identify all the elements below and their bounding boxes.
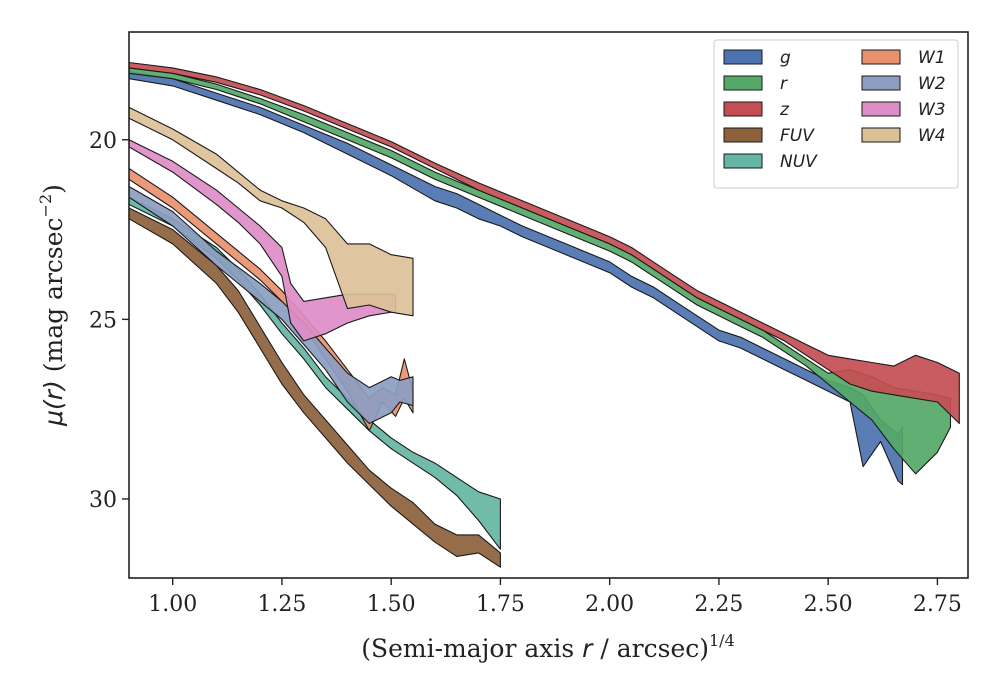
- legend-swatch-w4: [861, 127, 901, 143]
- x-tick-label: 2.00: [585, 592, 634, 617]
- legend-label-w4: W4: [918, 126, 946, 146]
- series-layer: [129, 61, 960, 568]
- legend-swatch-g: [723, 49, 763, 65]
- x-axis-label: (Semi-major axis r / arcsec)1/4: [361, 631, 735, 663]
- y-tick-label: 20: [89, 129, 117, 154]
- legend-swatch-w3: [861, 101, 901, 117]
- y-axis-label-var: μ(r): [39, 380, 68, 427]
- x-tick-label: 2.75: [913, 592, 962, 617]
- legend-label-nuv: NUV: [780, 152, 818, 172]
- legend-label-w2: W2: [918, 74, 946, 94]
- y-axis-label-close: ): [39, 184, 68, 194]
- y-tick-label: 30: [89, 488, 117, 513]
- legend-swatch-nuv: [723, 153, 763, 169]
- legend-swatch-r: [723, 75, 763, 91]
- x-axis-label-exponent: 1/4: [709, 631, 735, 650]
- legend-label-z: z: [779, 100, 790, 120]
- x-tick-label: 1.25: [257, 592, 306, 617]
- series-band-g: [129, 70, 904, 486]
- x-axis-label-var: r: [582, 634, 594, 663]
- plot-frame: [128, 31, 969, 579]
- legend-label-fuv: FUV: [780, 126, 815, 146]
- y-tick-label: 25: [89, 308, 117, 333]
- y-axis-label-exponent: −2: [36, 194, 55, 218]
- x-tick-label: 1.00: [148, 592, 197, 617]
- series-band-fuv: [129, 207, 501, 568]
- legend-swatch-fuv: [723, 127, 763, 143]
- legend-label-w1: W1: [918, 48, 946, 68]
- y-axis-ticks: 20 25 30: [89, 129, 129, 513]
- x-axis-ticks: 1.00 1.25 1.50 1.75 2.00 2.25 2.50 2.75: [148, 578, 962, 617]
- legend: grz FUV NUV W1 W2 W3 W4: [713, 39, 959, 189]
- series-band-w4: [129, 106, 414, 317]
- legend-label-r: r: [780, 74, 788, 94]
- series-band-nuv: [129, 196, 501, 550]
- x-tick-label: 2.25: [694, 592, 743, 617]
- legend-label-g: g: [780, 48, 791, 68]
- legend-swatch-w1: [861, 49, 901, 65]
- x-axis-label-pre: (Semi-major axis: [361, 634, 582, 663]
- y-axis-label-post: (mag arcsec: [39, 217, 68, 380]
- y-axis-label: μ(r) (mag arcsec−2): [36, 184, 68, 427]
- series-band-z: [129, 61, 960, 425]
- legend-label-w3: W3: [918, 100, 946, 120]
- series-band-w2: [129, 185, 414, 425]
- x-tick-label: 1.75: [476, 592, 525, 617]
- legend-swatch-w2: [861, 75, 901, 91]
- x-tick-label: 1.50: [367, 592, 416, 617]
- legend-swatch-z: [723, 101, 763, 117]
- x-axis-label-post: / arcsec): [592, 634, 709, 663]
- x-tick-label: 2.50: [804, 592, 853, 617]
